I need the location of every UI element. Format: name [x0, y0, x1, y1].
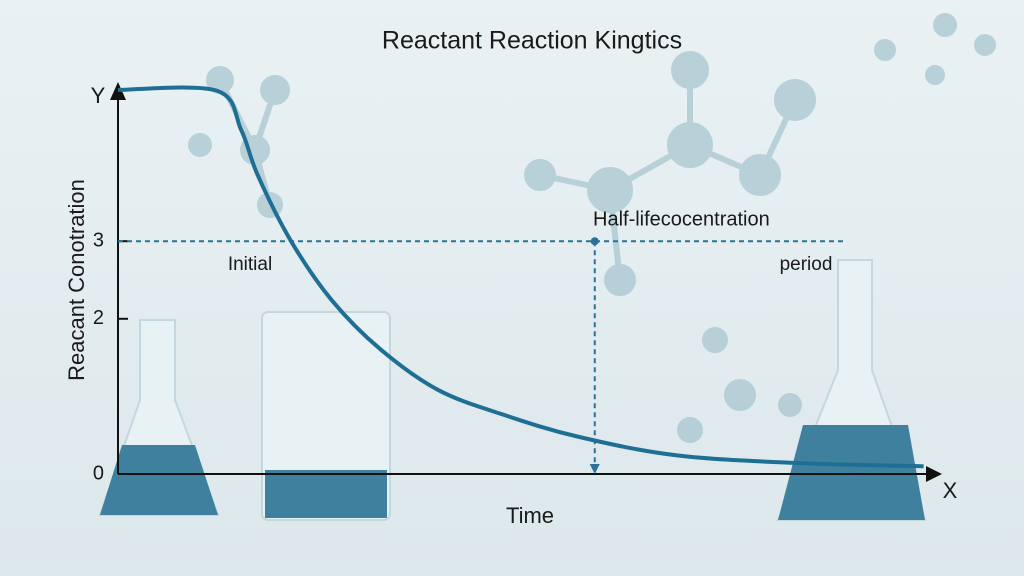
y-tick-label: 2 — [93, 307, 104, 329]
half-life-point — [590, 237, 599, 246]
y-tick-label: 0 — [93, 462, 104, 484]
flask-decoration — [98, 259, 927, 521]
data-line — [117, 85, 924, 469]
y-tick-label: 3 — [93, 229, 104, 251]
x-axis-arrow — [926, 466, 942, 482]
x-axis-title: Time — [506, 503, 554, 528]
chart-title: Reactant Reaction Kingtics — [382, 27, 682, 55]
annotation: period — [780, 254, 833, 275]
annotation: Half-lifecocentration — [593, 208, 770, 230]
annotation: Initial — [228, 254, 272, 275]
x-axis-letter: X — [943, 478, 958, 503]
molecule-decoration — [188, 13, 996, 443]
y-axis-letter: Y — [91, 83, 106, 108]
y-axis-title: Reacant Conotration — [64, 179, 89, 381]
half-life-arrow — [589, 464, 600, 474]
